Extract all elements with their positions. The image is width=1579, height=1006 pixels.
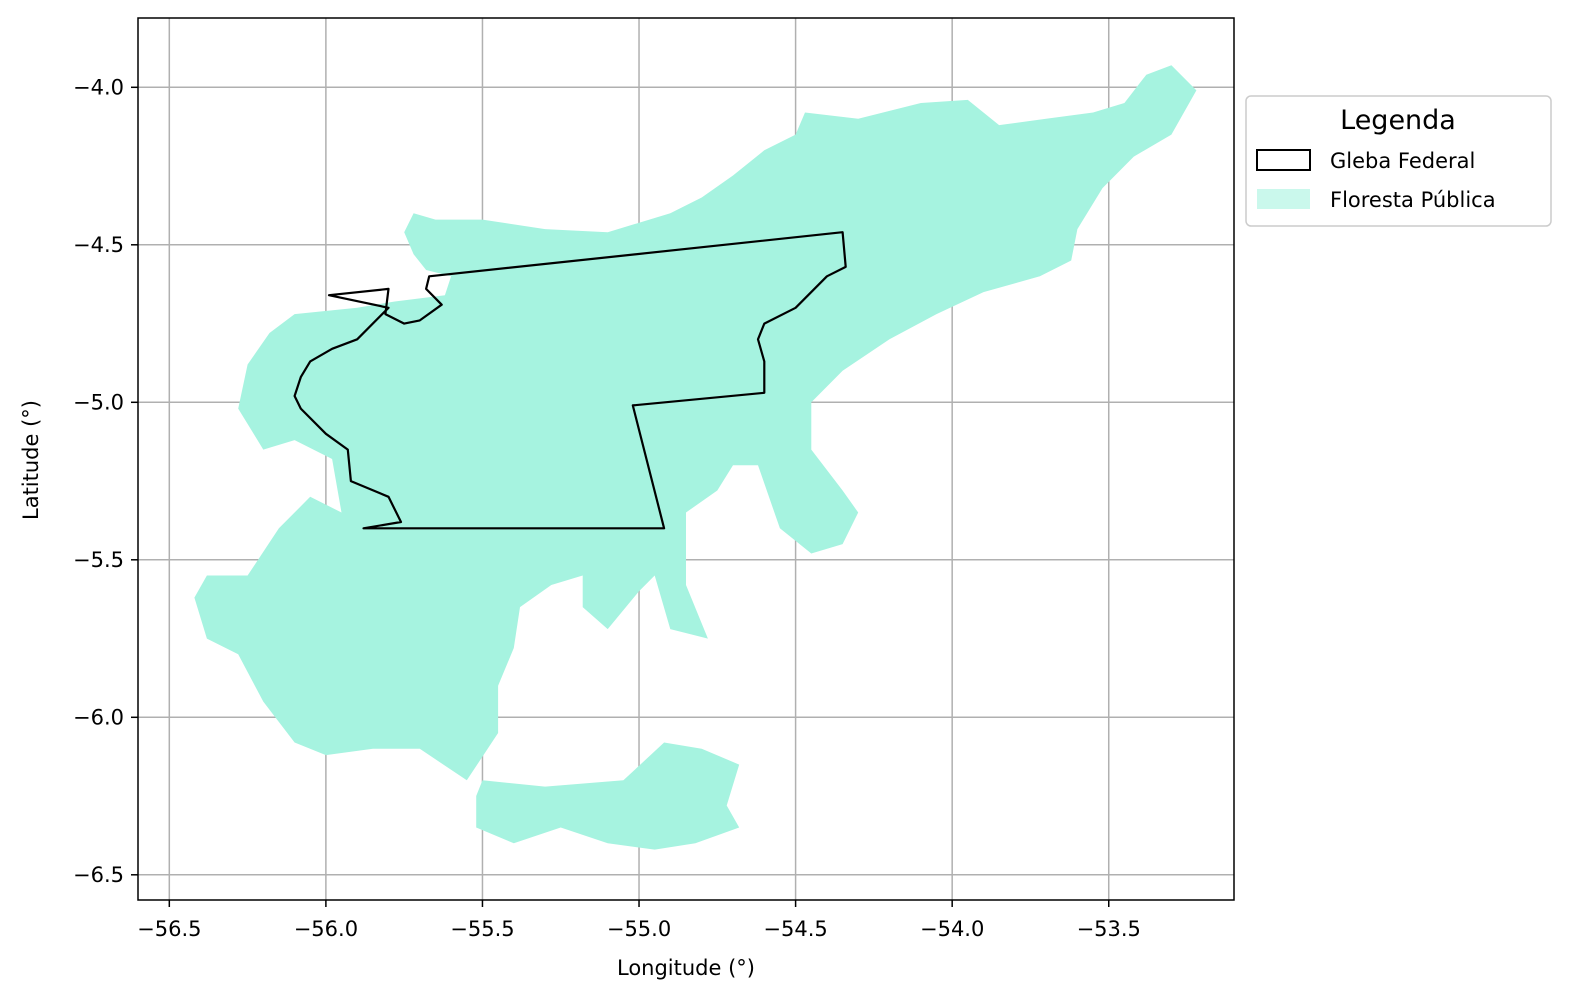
y-tick-label: −5.5: [73, 548, 124, 572]
plot-area-frame: [137, 17, 1235, 901]
x-tick-label: −53.5: [1077, 917, 1141, 941]
gleba-federal-polygon: [293, 231, 847, 530]
floresta-publica-polygon: [194, 65, 1197, 781]
legend-title: Legenda: [1340, 105, 1456, 136]
tick-layer: −56.5 −56.0 −55.5 −55.0 −54.5 −54.0 −53.5 −4.0 −…: [73, 75, 1141, 941]
y-tick-label: −6.0: [73, 705, 124, 729]
legend-swatch-floresta-publica: [1257, 189, 1310, 209]
x-tick-label: −56.5: [137, 917, 201, 941]
floresta-publica-polygon: [476, 742, 740, 850]
legend-swatch-gleba-federal: [1256, 149, 1311, 171]
x-tick-label: −54.5: [763, 917, 827, 941]
y-tick-label: −5.0: [73, 390, 124, 414]
legend-label-gleba-federal: Gleba Federal: [1330, 149, 1475, 173]
x-axis-label: Longitude (°): [617, 956, 755, 980]
x-tick-label: −55.0: [607, 917, 671, 941]
legend-box: [1245, 95, 1552, 227]
x-tick-label: −56.0: [294, 917, 358, 941]
y-axis-label: Latitude (°): [19, 400, 43, 520]
x-tick-label: −54.0: [920, 917, 984, 941]
y-tick-label: −4.5: [73, 233, 124, 257]
y-tick-label: −6.5: [73, 863, 124, 887]
x-tick-label: −55.5: [450, 917, 514, 941]
map-data-layer: [194, 65, 1197, 850]
legend-label-floresta-publica: Floresta Pública: [1330, 188, 1496, 212]
legend: Legenda Gleba Federal Floresta Pública: [1245, 95, 1552, 227]
y-tick-label: −4.0: [73, 75, 124, 99]
